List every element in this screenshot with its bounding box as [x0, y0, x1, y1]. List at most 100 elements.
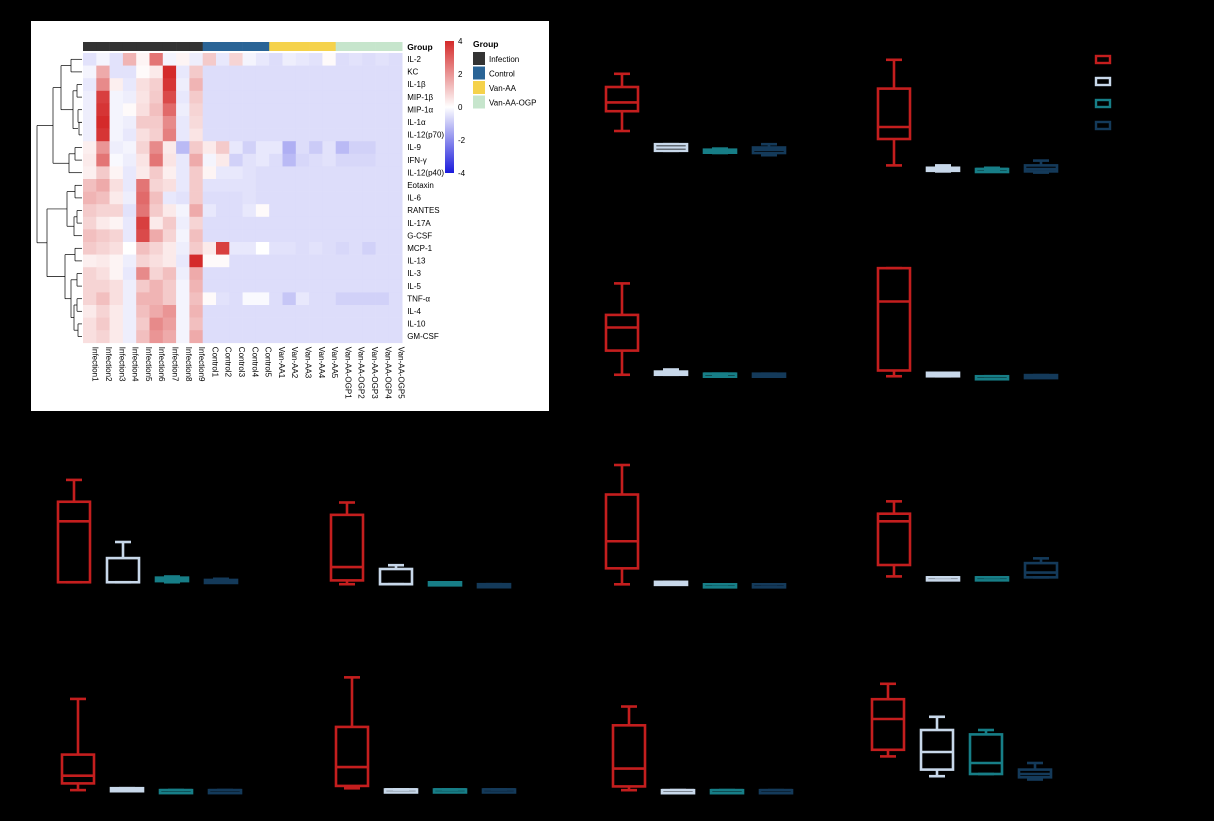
heatmap-cell [216, 153, 230, 167]
heatmap-cell [149, 267, 164, 281]
heatmap-cell [176, 305, 190, 318]
heatmap-cell [83, 179, 97, 192]
heatmap-cell [242, 103, 257, 117]
row-label: RANTES [407, 206, 439, 215]
column-label: Infection7 [170, 347, 179, 382]
heatmap-cell [229, 317, 243, 331]
heatmap-cell [335, 330, 350, 344]
heatmap-cell [176, 242, 190, 255]
heatmap-cell [216, 279, 230, 293]
heatmap-cell [202, 317, 217, 331]
heatmap-cell [322, 141, 336, 155]
heatmap-cell [309, 128, 323, 142]
heatmap-cell [136, 103, 150, 117]
heatmap-cell [216, 229, 230, 243]
boxplot-panel-b8 [872, 484, 1072, 589]
heatmap-cell [349, 116, 363, 129]
row-label: IL-13 [407, 257, 426, 266]
heatmap-cell [109, 242, 124, 255]
heatmap-cell [216, 141, 230, 155]
heatmap-cell [189, 103, 203, 117]
heatmap-cell [349, 305, 363, 318]
heatmap-cell [309, 305, 323, 318]
heatmap-cell [109, 279, 124, 293]
heatmap-cell [242, 179, 257, 192]
heatmap-cell [109, 267, 124, 281]
box-group-3 [974, 576, 1010, 582]
heatmap-cell [362, 292, 376, 306]
heatmap-cell [229, 305, 243, 318]
boxplot-panel-b3 [600, 270, 800, 385]
heatmap-cell [322, 267, 336, 281]
heatmap-cell [335, 242, 350, 255]
heatmap-cell [295, 153, 310, 167]
heatmap-cell [322, 305, 336, 318]
group-legend-title: Group [473, 39, 499, 49]
heatmap-cell [375, 229, 390, 243]
heatmap-cell [242, 153, 257, 167]
box-group-1 [604, 463, 640, 586]
heatmap-cell [362, 166, 376, 180]
heatmap-cell [202, 242, 217, 255]
row-label: IL-5 [407, 282, 421, 291]
heatmap-cell [335, 116, 350, 129]
heatmap-cell [83, 78, 97, 92]
box-rect [876, 87, 912, 141]
heatmap-cell [149, 153, 164, 167]
heatmap-cell [136, 254, 150, 268]
group-track-cell [335, 42, 350, 51]
heatmap-cell [189, 216, 203, 230]
row-label: KC [407, 68, 418, 77]
column-label: Infection1 [91, 347, 100, 382]
heatmap-cell [189, 78, 203, 92]
heatmap-cell [295, 128, 310, 142]
heatmap-cell [242, 242, 257, 255]
heatmap-cell [162, 267, 177, 281]
heatmap-cell [295, 90, 310, 104]
heatmap-cell [309, 242, 323, 255]
boxplot-svg-b10 [334, 676, 517, 794]
heatmap-cell [282, 242, 297, 255]
heatmap-cell [229, 191, 243, 205]
heatmap-cell [122, 317, 137, 331]
box-group-4 [758, 788, 794, 795]
heatmap-cell [229, 179, 243, 192]
heatmap-cell [109, 128, 124, 142]
boxplot-panel-b11 [607, 694, 807, 798]
heatmap-cell [176, 78, 190, 92]
heatmap-cell [229, 279, 243, 293]
column-label: Van-AA-OGP4 [383, 347, 392, 399]
heatmap-cell [96, 292, 110, 306]
heatmap-cell [295, 267, 310, 281]
heatmap-cell [122, 191, 137, 205]
heatmap-cell [136, 279, 150, 293]
heatmap-cell [83, 128, 97, 142]
heatmap-cell [176, 279, 190, 293]
heatmap-cell [282, 116, 297, 129]
heatmap-cell [96, 317, 110, 331]
heatmap-cell [362, 330, 376, 344]
heatmap-cell [202, 65, 217, 79]
heatmap-cell [136, 292, 150, 306]
boxplot-panel-b7 [600, 460, 800, 593]
heatmap-cell [202, 90, 217, 104]
color-scale-tick: -2 [458, 136, 466, 145]
box-group-1 [60, 697, 96, 792]
box-group-3 [702, 147, 738, 155]
heatmap-cell [282, 216, 297, 230]
column-label: Van-AA2 [290, 347, 299, 379]
heatmap-cell [295, 191, 310, 205]
heatmap-cell [269, 229, 283, 243]
box-rect [334, 725, 370, 788]
heatmap-cell [109, 53, 124, 66]
row-label: TNF-α [407, 294, 430, 303]
box-rect [56, 500, 92, 584]
heatmap-cell [375, 90, 390, 104]
column-label: Infection5 [144, 347, 153, 382]
heatmap-cell [375, 242, 390, 255]
row-label: IL-1α [407, 118, 426, 127]
heatmap-cell [242, 141, 257, 155]
heatmap-cell [349, 254, 363, 268]
heatmap-cell [96, 153, 110, 167]
box-rect [611, 724, 647, 788]
